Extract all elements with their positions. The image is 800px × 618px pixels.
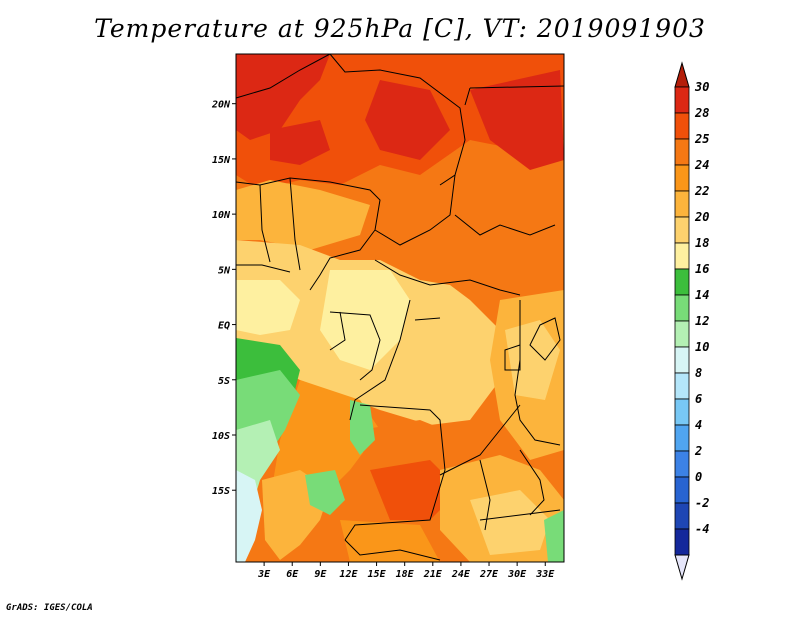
colorbar-label: 18 [695, 236, 709, 250]
colorbar-label: 8 [695, 366, 702, 380]
colorbar-swatch [674, 398, 690, 426]
colorbar-label: 30 [694, 80, 709, 94]
colorbar-label: 22 [694, 184, 709, 198]
colorbar-label: 14 [695, 288, 709, 302]
colorbar-swatch [674, 268, 690, 296]
colorbar-label: 24 [694, 158, 709, 172]
lon-tick-label: 6E [286, 569, 299, 580]
colorbar-swatch [674, 216, 690, 244]
country-borders [235, 53, 565, 561]
colorbar-swatch [674, 476, 690, 504]
colorbar-swatch [674, 424, 690, 452]
lon-tick-label: 3E [257, 569, 271, 580]
colorbar-label: 0 [695, 470, 702, 484]
colorbar-swatch [674, 346, 690, 374]
lon-tick-label: 27E [479, 569, 499, 580]
lon-tick-label: 21E [423, 569, 443, 580]
colorbar-label: 10 [695, 340, 709, 354]
latitude-axis: 20N 15N 10N 5N EQ 5S 10S 15S [211, 100, 236, 497]
lat-tick-label: 15S [212, 486, 230, 497]
colorbar-bottom-arrow [674, 554, 690, 581]
colorbar-swatch [674, 112, 690, 140]
colorbar-label: 28 [694, 106, 709, 120]
lat-tick-label: 10S [212, 431, 230, 442]
colorbar-label: -2 [695, 496, 709, 510]
colorbar-label: 12 [695, 314, 709, 328]
colorbar-label: 25 [694, 132, 709, 146]
lat-tick-label: 5S [218, 376, 230, 387]
colorbar-label: 2 [694, 444, 702, 458]
colorbar-label: 16 [695, 262, 709, 276]
lon-tick-label: 24E [451, 569, 471, 580]
lon-tick-label: 12E [339, 569, 358, 580]
lat-tick-label: 10N [212, 210, 231, 221]
colorbar-swatch [674, 372, 690, 400]
colorbar-label: -4 [695, 522, 709, 536]
map-frame [235, 53, 565, 563]
lat-tick-label: 5N [218, 265, 231, 276]
temperature-field [236, 54, 564, 562]
chart-title: Temperature at 925hPa [C], VT: 201909190… [94, 14, 706, 43]
colorbar-top-arrow [674, 61, 690, 88]
colorbar-label: 20 [694, 210, 709, 224]
colorbar-swatch [674, 450, 690, 478]
lon-tick-label: 9E [314, 569, 327, 580]
lat-tick-label: EQ [218, 321, 230, 332]
colorbar-swatch [674, 294, 690, 322]
colorbar-swatch [674, 190, 690, 218]
lon-tick-label: 15E [368, 569, 387, 580]
lon-tick-label: 18E [396, 569, 415, 580]
colorbar-swatch [674, 502, 690, 530]
colorbar-swatch [674, 242, 690, 270]
lat-tick-label: 15N [212, 155, 231, 166]
lat-tick-label: 20N [211, 100, 231, 111]
colorbar-label: 6 [695, 392, 702, 406]
colorbar-swatch [674, 138, 690, 166]
colorbar-swatch [674, 528, 690, 556]
colorbar-label: 4 [695, 418, 702, 432]
longitude-axis: 3E 6E 9E 12E 15E 18E 21E 24E 27E 30E 33E [257, 562, 555, 580]
lon-tick-label: 33E [535, 569, 555, 580]
colorbar-swatch [674, 86, 690, 114]
lon-tick-label: 30E [507, 569, 527, 580]
colorbar-swatch [674, 164, 690, 192]
credit-label: GrADS: IGES/COLA [6, 603, 93, 613]
colorbar-swatch [674, 320, 690, 348]
